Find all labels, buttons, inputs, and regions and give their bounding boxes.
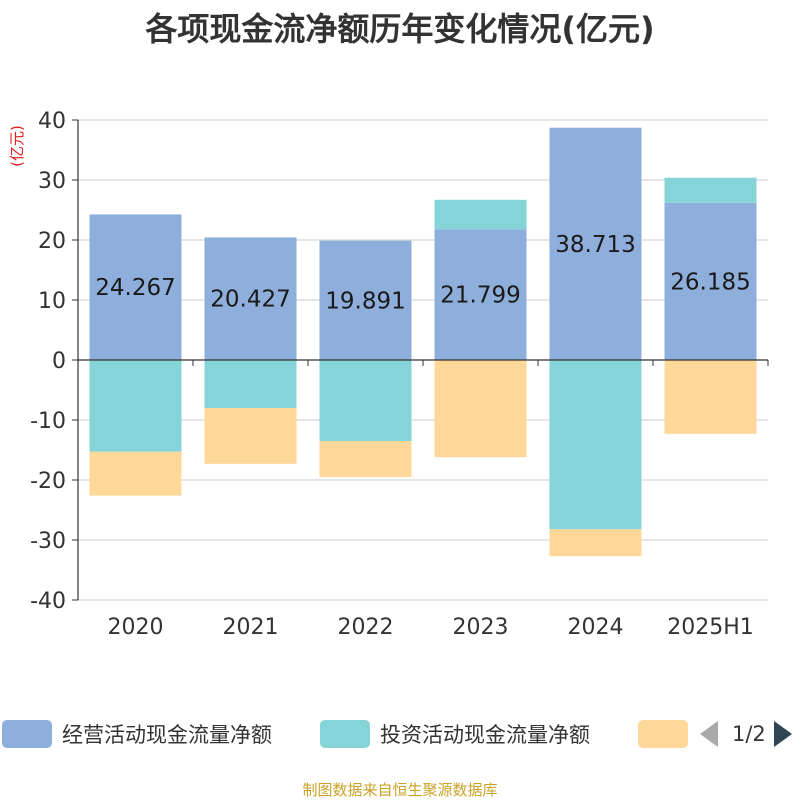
bar-series0-2024 — [549, 127, 642, 360]
bar-series0-2025H1 — [664, 202, 757, 360]
y-tick-label: 40 — [38, 109, 66, 134]
legend-item-investing[interactable]: 投资活动现金流量净额 — [320, 716, 590, 752]
bar-series0-2023 — [434, 229, 527, 360]
legend-prev-page-icon[interactable] — [700, 721, 718, 747]
chart-title: 各项现金流净额历年变化情况(亿元) — [145, 10, 655, 48]
bars — [89, 127, 757, 557]
x-tick-label: 2025H1 — [667, 615, 754, 640]
bar-series0-2020 — [89, 214, 182, 360]
legend-label-operating: 经营活动现金流量净额 — [62, 723, 272, 747]
bar-series0-2022 — [319, 240, 412, 360]
bar-value-label: 24.267 — [95, 275, 175, 301]
bar-value-label: 19.891 — [325, 288, 405, 314]
x-tick-label: 2024 — [568, 615, 624, 640]
grid-lines — [78, 119, 768, 601]
bar-value-label: 20.427 — [210, 287, 290, 313]
y-tick-label: 20 — [38, 229, 66, 254]
x-tick-label: 2023 — [453, 615, 509, 640]
bar-series1-2020 — [89, 360, 182, 452]
y-axis-unit-label: (亿元) — [8, 125, 26, 167]
bar-series1-2025H1 — [664, 177, 757, 203]
legend-item-operating[interactable]: 经营活动现金流量净额 — [2, 716, 272, 752]
bar-series2-2022 — [319, 441, 412, 477]
legend-swatch-investing — [320, 720, 370, 748]
y-tick-label: -10 — [30, 409, 66, 434]
bar-value-label: 26.185 — [670, 269, 750, 295]
bar-value-label: 38.713 — [555, 232, 635, 258]
chart-plot-area: 40 30 20 10 0 -10 -20 -30 -40 (亿元) 2020 2021 2022 202… — [8, 109, 769, 640]
bar-series1-2023 — [434, 199, 527, 230]
legend-label-investing: 投资活动现金流量净额 — [380, 723, 590, 747]
x-tick-label: 2022 — [338, 615, 394, 640]
y-tick-label: -40 — [30, 589, 66, 614]
bar-series1-2021 — [204, 360, 297, 408]
y-tick-label: -20 — [30, 469, 66, 494]
bar-series2-2020 — [89, 451, 182, 496]
bar-series2-2024 — [549, 529, 642, 557]
data-labels: 24.267 20.427 19.891 21.799 38.713 26.185 — [95, 232, 750, 314]
legend: 经营活动现金流量净额 投资活动现金流量净额 — [0, 716, 800, 756]
x-tick-label: 2020 — [108, 615, 164, 640]
legend-next-page-icon[interactable] — [773, 721, 792, 747]
bar-series2-2025H1 — [664, 360, 757, 434]
y-tick-label: 30 — [38, 169, 66, 194]
axes: 40 30 20 10 0 -10 -20 -30 -40 (亿元) 2020 2021 2022 202… — [8, 109, 769, 640]
bar-series2-2021 — [204, 408, 297, 464]
legend-page-indicator: 1/2 — [732, 722, 766, 746]
legend-pager: 1/2 — [700, 716, 792, 752]
y-tick-label: -30 — [30, 529, 66, 554]
bar-series0-2021 — [204, 237, 297, 360]
bar-series2-2023 — [434, 360, 527, 458]
legend-item-financing[interactable] — [638, 716, 688, 752]
legend-swatch-financing — [638, 720, 688, 748]
data-source-note: 制图数据来自恒生聚源数据库 — [302, 781, 498, 799]
bar-series1-2022 — [319, 360, 412, 441]
y-tick-label: 0 — [52, 349, 66, 374]
legend-swatch-operating — [2, 720, 52, 748]
x-tick-label: 2021 — [223, 615, 279, 640]
bar-series1-2024 — [549, 360, 642, 530]
y-tick-label: 10 — [38, 289, 66, 314]
bar-value-label: 21.799 — [440, 283, 520, 309]
